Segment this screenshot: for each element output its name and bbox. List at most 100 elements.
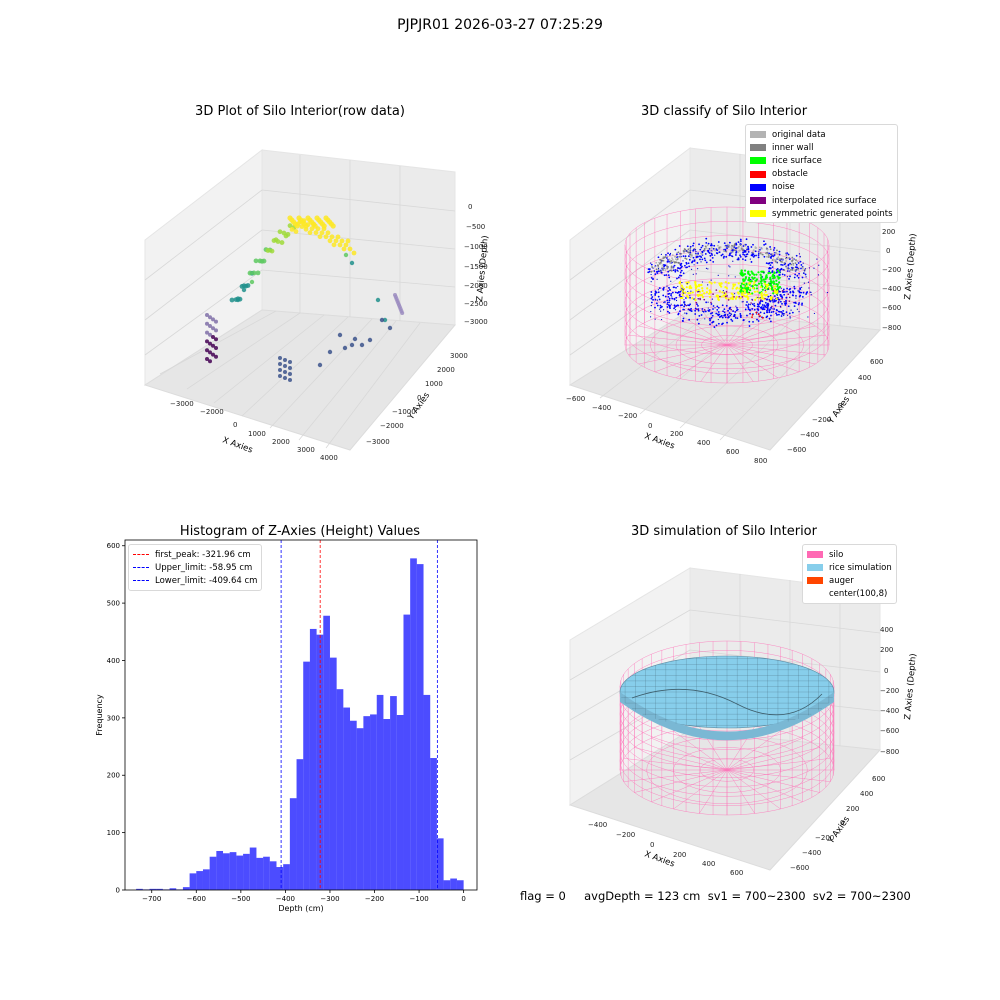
classify-point [795, 254, 798, 257]
classify-point [727, 282, 730, 285]
classify-point [769, 308, 771, 311]
classify-point [766, 309, 768, 312]
classify-point [681, 286, 684, 289]
classify-point [750, 261, 753, 263]
classify-point [659, 304, 662, 307]
classify-point [796, 260, 799, 263]
classify-point [740, 273, 743, 277]
classify-point [793, 305, 796, 308]
classify-point [666, 257, 668, 259]
classify-point [647, 271, 650, 274]
histogram-ytick-label: 400 [107, 657, 120, 665]
classify-point [778, 250, 781, 253]
classify-point [779, 258, 781, 261]
classify-point [661, 271, 663, 273]
classify-point [687, 309, 689, 311]
legend-label: center(100,8) [829, 589, 888, 600]
classify-point [689, 251, 692, 254]
classify-ztick: −600 [882, 304, 901, 312]
classify-point [801, 286, 803, 288]
raw-point [327, 238, 333, 244]
raw-point [307, 230, 313, 236]
classify-point [794, 266, 797, 269]
classify-point [703, 292, 706, 295]
classify-point [704, 253, 707, 255]
classify-point [754, 247, 757, 250]
classify-point [768, 270, 771, 273]
classify-point [732, 285, 735, 288]
classify-point [789, 287, 792, 290]
classify-point [780, 263, 783, 266]
classify-point [668, 258, 671, 261]
classify-point [716, 244, 719, 247]
classify-point [771, 266, 774, 269]
classify-point [668, 276, 671, 279]
classify-point [795, 297, 797, 299]
legend-entry-original-data: original data [750, 128, 893, 141]
classify-point [666, 260, 669, 263]
classify-point [751, 298, 753, 300]
raw-point [211, 352, 215, 357]
classify-point [801, 276, 804, 279]
classify-point [676, 277, 678, 280]
classify-point [788, 300, 791, 302]
classify-point [781, 313, 783, 315]
classify-point [794, 262, 797, 265]
histogram-bar [263, 856, 270, 890]
classify-point [759, 315, 761, 317]
classify-point [677, 270, 679, 272]
raw-point [339, 238, 345, 244]
classify-point [756, 318, 758, 321]
classify-point [709, 323, 711, 326]
rice-surface-rim [620, 692, 834, 741]
legend-label: rice surface [772, 155, 822, 166]
classify-point [733, 249, 736, 252]
classify-point [704, 310, 707, 313]
classify-point [685, 286, 688, 289]
classify-point [764, 297, 766, 300]
classify-point [667, 266, 669, 268]
raw-point [208, 315, 212, 320]
classify-point [683, 309, 686, 311]
histogram-bar [289, 798, 297, 890]
classify-point [749, 287, 752, 290]
classify-point [708, 281, 711, 284]
classify-point [717, 274, 719, 276]
classify-point [805, 291, 808, 294]
classify-point [742, 294, 745, 297]
classify-point [730, 318, 733, 321]
classify-point [664, 269, 667, 272]
classify-point [695, 256, 698, 259]
classify-point [705, 247, 707, 250]
classify-point [650, 262, 652, 264]
raw-point [283, 358, 287, 362]
raw-point [337, 242, 343, 248]
classify-point [706, 250, 709, 252]
classify-point [661, 264, 664, 266]
classify-point [648, 268, 651, 271]
classify-point [734, 247, 737, 250]
classify-point [765, 293, 768, 297]
raw-point [211, 335, 215, 339]
classify-point [697, 308, 700, 311]
classify-point [652, 267, 654, 269]
classify-point [654, 273, 657, 276]
classify-point [741, 249, 744, 252]
legend-swatch [750, 210, 766, 218]
legend-entry-inner-wall: inner wall [750, 141, 893, 154]
classify-point [660, 253, 662, 255]
classify-point [687, 255, 690, 258]
classify-point [742, 281, 745, 285]
classify-point [677, 251, 680, 254]
classify-point [699, 298, 701, 301]
classify-x-ticks: −600 −400 −200 0 200 400 600 800 [566, 395, 767, 465]
classify-point [686, 250, 688, 252]
simulation-plot-title: 3D simulation of Silo Interior [631, 524, 817, 539]
classify-ytick: −600 [787, 446, 806, 454]
classify-point [773, 285, 776, 288]
classify-point [723, 308, 726, 311]
classify-point [710, 312, 712, 315]
classify-point [696, 308, 698, 311]
classify-point [726, 314, 729, 316]
classify-point [803, 272, 805, 274]
